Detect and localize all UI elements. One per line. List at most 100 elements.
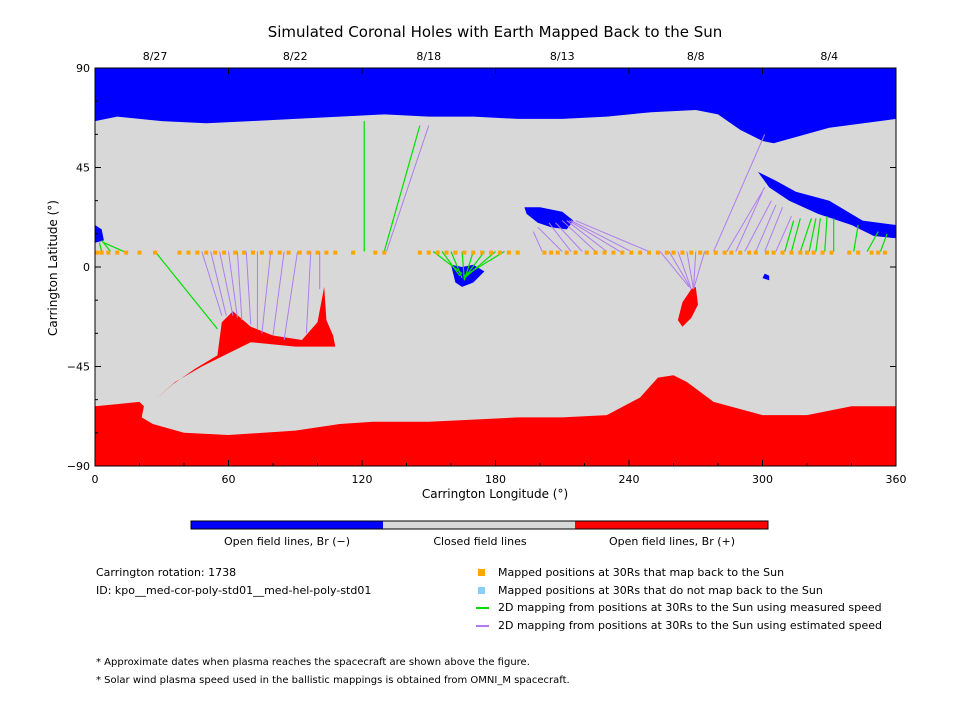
mapped-position-point — [573, 250, 578, 255]
y-tick-label: −90 — [67, 460, 90, 473]
mapping-line-measured — [432, 251, 463, 275]
mapped-position-point — [297, 250, 302, 255]
mapping-line-estimated — [245, 251, 252, 325]
mapped-position-point — [747, 250, 752, 255]
mapped-position-point — [153, 250, 158, 255]
mapped-position-point — [333, 250, 338, 255]
mapped-position-point — [811, 250, 816, 255]
mapped-position-point — [268, 250, 273, 255]
mapped-position-point — [564, 250, 569, 255]
west-edge-hole — [95, 225, 104, 243]
y-tick-label: 45 — [76, 162, 90, 175]
mapping-line-measured — [808, 218, 817, 252]
mapped-position-point — [373, 250, 378, 255]
mapped-position-point — [780, 250, 785, 255]
x-tick-label: 240 — [619, 473, 640, 486]
top-date-label: 8/8 — [687, 50, 705, 63]
mapped-position-point — [882, 250, 887, 255]
mapped-position-point — [233, 250, 238, 255]
mapped-position-point — [435, 250, 440, 255]
mapped-position-point — [115, 250, 120, 255]
y-tick-label: 0 — [83, 261, 90, 274]
north-polar-coronal-hole — [95, 68, 896, 144]
plot-area — [95, 68, 896, 466]
mapping-line-measured — [98, 242, 103, 252]
mapping-line-estimated — [532, 231, 543, 252]
x-tick-label: 0 — [92, 473, 99, 486]
mapped-position-point — [805, 250, 809, 255]
mapped-position-point — [638, 250, 643, 255]
mapped-position-point — [789, 250, 794, 255]
mapping-line-measured — [853, 224, 859, 252]
mapping-line-measured — [463, 251, 496, 279]
chart-title: Simulated Coronal Holes with Earth Mappe… — [268, 23, 723, 41]
top-date-label: 8/22 — [283, 50, 308, 63]
mapped-position-point — [489, 250, 494, 255]
mapped-position-point — [593, 250, 598, 255]
colorbar — [190, 520, 769, 530]
mapping-line-estimated — [261, 251, 272, 334]
mapping-line-estimated — [548, 222, 572, 252]
mapping-line-measured — [879, 233, 888, 252]
mapped-position-point — [738, 250, 743, 255]
mapping-line-measured — [154, 251, 218, 330]
mapped-position-point — [647, 250, 652, 255]
x-tick-label: 180 — [485, 473, 506, 486]
mapping-line-measured — [461, 251, 465, 281]
mapped-position-point — [471, 250, 476, 255]
mapping-line-estimated — [668, 251, 692, 290]
mapped-position-point — [351, 250, 356, 255]
footnote-dates: * Approximate dates when plasma reaches … — [96, 657, 530, 668]
mapping-line-measured — [799, 218, 813, 252]
mapping-line-measured — [450, 251, 463, 279]
mapping-line-estimated — [555, 222, 583, 252]
x-tick-label: 360 — [886, 473, 907, 486]
mapped-position-point — [680, 250, 685, 255]
mapped-position-point — [713, 250, 718, 255]
mapping-line-measured — [383, 125, 421, 252]
top-date-label: 8/13 — [550, 50, 575, 63]
mapped-position-point — [753, 250, 758, 255]
mapped-position-point — [124, 250, 129, 255]
colorbar-label-positive: Open field lines, Br (+) — [609, 535, 735, 548]
carrington-rotation: Carrington rotation: 1738 — [96, 566, 237, 579]
mapping-line-estimated — [305, 251, 312, 334]
mapping-line-estimated — [272, 251, 285, 336]
mapped-position-point — [186, 250, 191, 255]
mapping-line-estimated — [677, 251, 692, 290]
mapped-position-point — [620, 250, 625, 255]
colorbar-label-closed: Closed field lines — [433, 535, 527, 548]
axes: 0 60 120 180 240 300 360 −90 −45 0 45 90 8/27 8/22 8/1… — [67, 50, 907, 486]
mapping-line-estimated — [775, 215, 792, 252]
mapping-line-estimated — [219, 251, 234, 316]
mapped-position-point — [95, 250, 100, 255]
mapping-line-measured — [103, 242, 125, 253]
legend-label-mapped: Mapped positions at 30Rs that map back t… — [498, 566, 785, 579]
mapped-position-point — [453, 250, 458, 255]
mapping-line-estimated — [755, 204, 777, 252]
colorbar-label-negative: Open field lines, Br (−) — [224, 535, 350, 548]
mapping-line-estimated — [228, 251, 238, 318]
mapped-position-point — [426, 250, 431, 255]
mapped-position-point — [250, 250, 255, 255]
mapped-position-point — [856, 250, 861, 255]
mapped-position-point — [99, 250, 104, 255]
mapped-position-point — [629, 250, 634, 255]
mapped-position-point — [480, 250, 485, 255]
mapping-line-measured — [101, 240, 112, 252]
mapping-line-estimated — [693, 251, 706, 290]
mapped-position-point — [462, 250, 467, 255]
mapping-line-estimated — [713, 134, 766, 252]
mapping-line-estimated — [283, 251, 298, 341]
mapping-line-measured — [464, 251, 505, 277]
mapping-line-measured — [824, 216, 828, 252]
mapped-position-point — [876, 250, 881, 255]
top-date-label: 8/4 — [820, 50, 838, 63]
y-tick-label: −45 — [67, 361, 90, 374]
mapping-line-measured — [441, 251, 461, 277]
mapping-line-estimated — [566, 220, 608, 252]
mapped-position-point — [137, 250, 142, 255]
top-date-label: 8/27 — [143, 50, 168, 63]
mapped-position-point — [177, 250, 182, 255]
